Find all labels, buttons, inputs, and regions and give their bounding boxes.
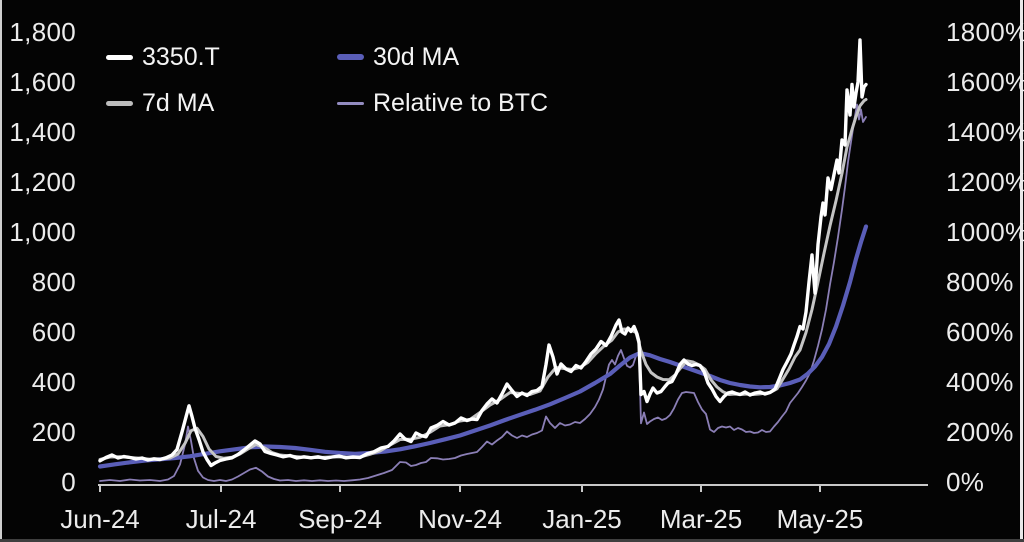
legend-swatch-relative-to-btc xyxy=(337,101,364,105)
legend-label-7d-ma: 7d MA xyxy=(142,88,215,117)
right-axis-tick-label: 0% xyxy=(946,467,985,497)
series-30d-ma xyxy=(97,224,869,469)
right-axis-tick-label: 600% xyxy=(946,317,1014,347)
x-axis-tick-label: Jun-24 xyxy=(60,504,140,534)
right-axis-tick-label: 1000% xyxy=(946,217,1024,247)
frame-left-border xyxy=(0,0,2,542)
right-axis-tick-label: 200% xyxy=(946,417,1014,447)
legend-item-30d-ma: 30d MA xyxy=(337,43,548,72)
series-7d-ma xyxy=(98,98,868,461)
x-axis-tick-label: May-25 xyxy=(776,504,864,534)
legend-swatch-30d-ma xyxy=(337,54,364,60)
legend-item-relative-to-btc: Relative to BTC xyxy=(337,89,548,118)
legend-label-relative-to-btc: Relative to BTC xyxy=(373,88,549,117)
left-axis-tick-label: 600 xyxy=(31,317,76,347)
x-axis-tick-label: Jul-24 xyxy=(185,504,257,534)
right-axis-tick-label: 400% xyxy=(946,367,1014,397)
legend: 3350.T 30d MA 7d MA Relative to BTC xyxy=(106,34,548,126)
left-axis-tick-label: 800 xyxy=(31,267,76,297)
right-axis-tick-label: 1200% xyxy=(946,167,1024,197)
left-axis-tick-label: 0 xyxy=(61,467,76,497)
legend-label-30d-ma: 30d MA xyxy=(373,42,460,71)
x-axis-tick-label: Mar-25 xyxy=(659,504,743,534)
left-axis-tick-label: 400 xyxy=(31,367,76,397)
left-axis-tick-label: 1,400 xyxy=(9,117,76,147)
series-relative-to-btc xyxy=(99,103,867,482)
x-axis-tick-label: Nov-24 xyxy=(418,504,502,534)
right-axis-tick-label: 1600% xyxy=(946,67,1024,97)
left-axis-tick-label: 1,800 xyxy=(9,17,76,47)
left-axis-tick-label: 1,200 xyxy=(9,167,76,197)
frame-right-border xyxy=(1020,0,1023,542)
frame-bottom-border xyxy=(0,539,1024,542)
right-axis-tick-label: 1400% xyxy=(946,117,1024,147)
legend-label-3350t: 3350.T xyxy=(142,42,220,71)
legend-item-3350t: 3350.T xyxy=(106,43,337,72)
legend-swatch-3350t xyxy=(106,54,133,60)
legend-swatch-7d-ma xyxy=(106,100,133,106)
left-axis-tick-label: 1,000 xyxy=(9,217,76,247)
left-axis-tick-label: 200 xyxy=(31,417,76,447)
x-axis-tick-label: Sep-24 xyxy=(298,504,382,534)
right-axis-tick-label: 800% xyxy=(946,267,1014,297)
left-axis-tick-label: 1,600 xyxy=(9,67,76,97)
legend-item-7d-ma: 7d MA xyxy=(106,89,337,118)
right-axis-tick-label: 1800% xyxy=(946,17,1024,47)
series-3350-t xyxy=(98,38,868,468)
x-axis-tick-label: Jan-25 xyxy=(542,504,622,534)
